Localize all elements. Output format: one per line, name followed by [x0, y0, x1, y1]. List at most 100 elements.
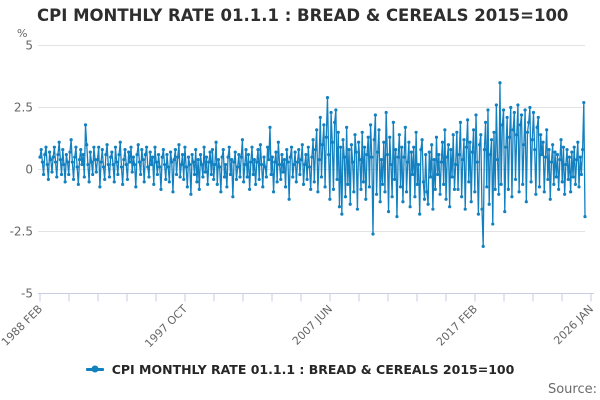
data-point-marker [178, 175, 182, 179]
data-point-marker [140, 148, 144, 152]
data-point-marker [228, 172, 233, 177]
data-point-marker [378, 200, 382, 204]
data-point-marker [148, 150, 152, 154]
data-point-marker [559, 138, 563, 142]
data-point-marker [137, 160, 142, 164]
data-point-marker [345, 125, 349, 129]
data-point-marker [252, 157, 257, 162]
data-point-marker [316, 190, 320, 194]
data-point-marker [286, 160, 290, 164]
data-point-marker [424, 153, 428, 157]
data-point-marker [476, 212, 480, 216]
legend[interactable]: CPI MONTHLY RATE 01.1.1 : BREAD & CEREAL… [0, 362, 600, 377]
data-point-marker [238, 175, 242, 179]
data-point-marker [416, 162, 421, 167]
data-point-marker [125, 177, 130, 182]
data-point-marker [183, 145, 187, 149]
data-point-marker [106, 162, 110, 167]
data-point-marker [436, 172, 440, 177]
data-point-marker [171, 190, 175, 194]
data-point-marker [131, 155, 136, 159]
data-point-marker [85, 143, 89, 147]
data-point-marker [222, 175, 227, 179]
data-point-marker [49, 157, 53, 162]
data-point-marker [240, 138, 245, 142]
data-point-marker [270, 155, 274, 159]
data-point-marker [445, 155, 449, 159]
data-point-marker [243, 162, 247, 167]
data-point-marker [361, 180, 366, 184]
data-point-marker [292, 162, 296, 167]
data-point-marker [246, 153, 251, 157]
data-point-marker [328, 197, 332, 201]
data-point-marker [367, 185, 371, 189]
data-point-marker [452, 187, 457, 191]
data-point-marker [215, 182, 219, 186]
data-point-marker [395, 215, 399, 219]
data-point-marker [510, 195, 514, 199]
data-point-marker [213, 162, 217, 167]
data-point-marker [44, 145, 48, 149]
data-point-marker [545, 128, 549, 132]
data-point-marker [195, 180, 199, 184]
data-point-marker [129, 145, 133, 149]
data-point-marker [418, 212, 422, 216]
data-point-marker [475, 160, 479, 164]
data-point-marker [407, 140, 411, 144]
data-point-marker [91, 172, 95, 177]
data-point-marker [499, 182, 503, 186]
data-point-marker [372, 138, 376, 142]
data-point-marker [497, 192, 501, 196]
data-point-marker [139, 172, 143, 177]
data-point-marker [40, 160, 45, 164]
data-point-marker [170, 160, 174, 164]
data-point-marker [421, 180, 425, 184]
data-point-marker [373, 113, 377, 117]
data-point-marker [191, 160, 195, 164]
data-point-marker [334, 108, 338, 112]
data-point-marker [68, 150, 72, 154]
data-point-marker [74, 145, 78, 149]
data-point-marker [212, 177, 216, 182]
source-label: Source: [547, 382, 597, 397]
legend-line-dot-marker-icon [85, 365, 104, 373]
data-point-marker [548, 197, 552, 201]
data-point-marker [161, 148, 165, 152]
data-point-marker [196, 157, 200, 162]
data-point-marker [259, 162, 264, 167]
data-point-marker [300, 143, 304, 147]
data-point-marker [203, 170, 207, 174]
data-point-marker [365, 153, 369, 157]
data-point-marker [440, 140, 445, 144]
data-point-marker [583, 215, 587, 219]
data-point-marker [495, 157, 500, 162]
x-tick-label: 1997 OCT [142, 302, 190, 350]
data-point-marker [155, 172, 159, 177]
data-point-marker [388, 135, 392, 139]
data-point-marker [500, 123, 504, 127]
data-point-marker [460, 195, 464, 199]
data-point-marker [221, 148, 225, 152]
data-point-marker [251, 172, 255, 177]
y-tick-label: 5 [25, 39, 33, 53]
data-point-marker [95, 157, 100, 162]
data-point-marker [415, 182, 419, 186]
data-point-marker [363, 145, 367, 149]
data-point-marker [507, 135, 512, 139]
data-point-marker [113, 145, 118, 149]
data-point-marker [75, 165, 79, 169]
data-point-marker [233, 150, 237, 154]
data-point-marker [525, 130, 530, 134]
data-point-marker [269, 172, 273, 177]
data-point-marker [261, 185, 265, 189]
data-point-marker [515, 133, 519, 137]
data-point-marker [474, 113, 478, 117]
data-point-marker [293, 150, 297, 154]
data-point-marker [385, 153, 389, 157]
data-point-marker [527, 120, 531, 124]
data-point-marker [561, 145, 566, 149]
data-point-marker [483, 120, 488, 124]
data-point-marker [83, 123, 88, 127]
data-point-marker [159, 187, 163, 191]
